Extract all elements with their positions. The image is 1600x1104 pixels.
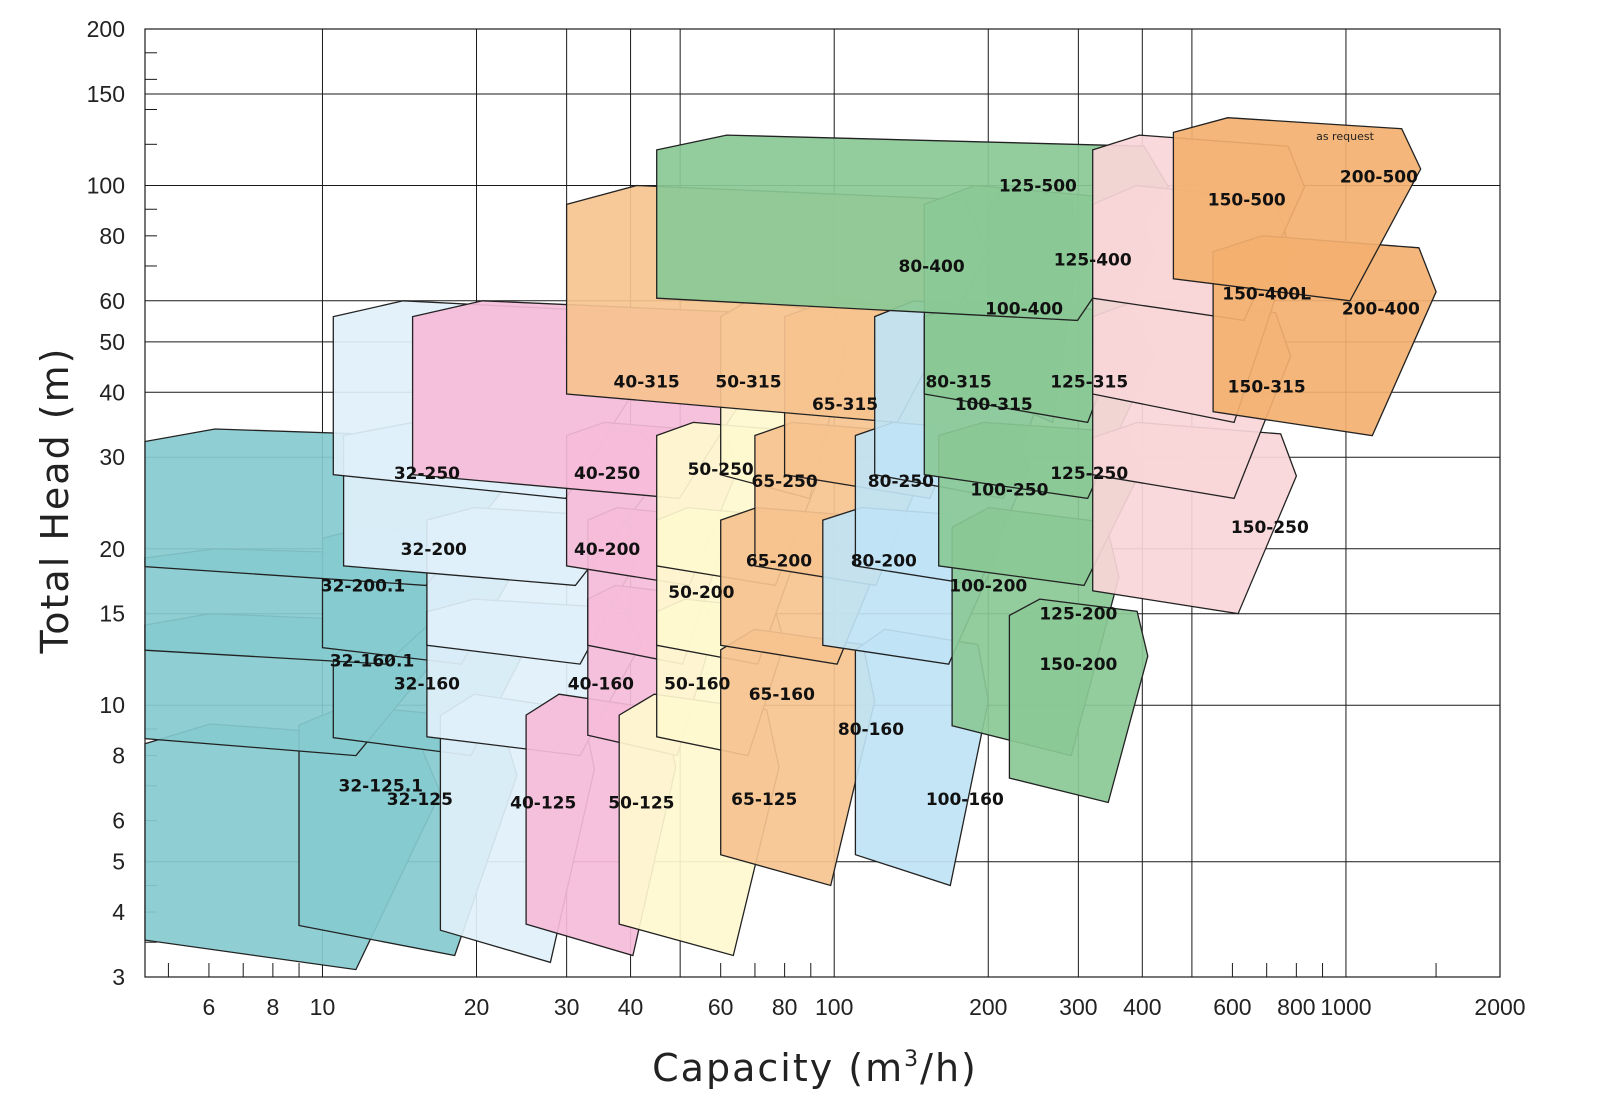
y-tick-label: 40 (99, 379, 125, 405)
y-tick-label: 20 (99, 536, 125, 562)
y-tick-label: 5 (112, 849, 125, 875)
y-tick-label: 15 (99, 601, 125, 627)
x-tick-label: 300 (1059, 994, 1097, 1020)
region-label: 125-250 (1050, 464, 1128, 484)
y-tick-label: 150 (87, 81, 125, 107)
x-axis-title: Capacity (m3/h) (652, 1046, 978, 1090)
region-label: 32-160.1 (330, 651, 415, 671)
region-label: 80-160 (838, 720, 904, 740)
region-label: 125-500 (999, 176, 1077, 196)
region-label: 80-250 (868, 472, 934, 492)
region-label: 65-250 (752, 472, 818, 492)
region-label: 150-250 (1231, 518, 1309, 538)
x-tick-label: 30 (554, 994, 580, 1020)
region-label: 50-315 (715, 372, 781, 392)
region-label: 32-125 (387, 790, 453, 810)
y-tick-label: 4 (112, 899, 125, 925)
x-tick-label: 100 (815, 994, 853, 1020)
region-label: 32-200.1 (321, 576, 406, 596)
x-tick-label: 2000 (1474, 994, 1525, 1020)
pump-regions (144, 117, 1437, 971)
region-label: 65-125 (731, 790, 797, 810)
region-label: 65-200 (746, 551, 812, 571)
region-200-500 (1172, 117, 1422, 302)
region-label: 125-315 (1050, 372, 1128, 392)
region-label: 40-250 (574, 464, 640, 484)
x-tick-label: 400 (1123, 994, 1161, 1020)
region-label: 50-200 (668, 583, 734, 603)
region-label: 125-200 (1039, 605, 1117, 625)
x-tick-label: 10 (310, 994, 336, 1020)
y-tick-label: 6 (112, 808, 125, 834)
y-tick-label: 8 (112, 743, 125, 769)
region-label: 65-160 (749, 685, 815, 705)
region-150-200 (1008, 598, 1149, 804)
region-label: 150-315 (1228, 378, 1306, 398)
region-label: 40-125 (510, 793, 576, 813)
y-tick-label: 10 (99, 692, 125, 718)
region-label: 40-200 (574, 540, 640, 560)
y-tick-label: 80 (99, 223, 125, 249)
region-label: 200-400 (1342, 299, 1420, 319)
x-tick-label: 20 (464, 994, 490, 1020)
region-label: 32-160 (394, 675, 460, 695)
x-tick-label: 800 (1277, 994, 1315, 1020)
y-axis-ticks: 3 4 5 6 8 10 15 20 30 40 50 60 80 100 150 200 (87, 16, 126, 990)
y-tick-label: 200 (87, 16, 125, 42)
region-label: 32-200 (401, 540, 467, 560)
y-tick-label: 30 (99, 444, 125, 470)
y-tick-label: 50 (99, 329, 125, 355)
x-tick-label: 8 (266, 994, 279, 1020)
region-label: 200-500 (1340, 168, 1418, 188)
region-label: 80-315 (925, 372, 991, 392)
y-tick-label: 60 (99, 288, 125, 314)
region-125-500 (656, 134, 1170, 322)
region-labels: 32-125.132-125 32-160.1 32-160 32-200.1 32-2… (321, 168, 1420, 814)
region-label: 100-160 (926, 790, 1004, 810)
region-label: 150-400L (1222, 284, 1311, 304)
region-label: 100-250 (970, 481, 1048, 501)
x-tick-label: 60 (708, 994, 734, 1020)
region-label: 32-250 (394, 464, 460, 484)
x-tick-label: 80 (772, 994, 798, 1020)
region-80-160 (720, 628, 876, 887)
region-label: 50-160 (664, 675, 730, 695)
region-label: 150-200 (1039, 655, 1117, 675)
y-tick-label: 3 (112, 964, 125, 990)
region-label: 50-125 (608, 793, 674, 813)
x-tick-label: 1000 (1320, 994, 1371, 1020)
x-tick-label: 600 (1213, 994, 1251, 1020)
region-label: 125-400 (1054, 251, 1132, 271)
region-label: 32-125.1 (339, 777, 424, 797)
region-label: 65-315 (812, 395, 878, 415)
region-label: 50-250 (688, 460, 754, 480)
region-label: 40-315 (614, 372, 680, 392)
y-tick-label: 100 (87, 172, 125, 198)
x-tick-label: 6 (203, 994, 216, 1020)
x-tick-label: 200 (969, 994, 1007, 1020)
region-label: 40-160 (568, 675, 634, 695)
x-tick-label: 40 (618, 994, 644, 1020)
region-label: 80-400 (899, 257, 965, 277)
region-label: 150-500 (1208, 190, 1286, 210)
annotation-as-request: as request (1316, 130, 1374, 143)
region-label: 100-315 (955, 395, 1033, 415)
region-label: 100-200 (949, 576, 1027, 596)
y-axis-title: Total Head (m) (33, 347, 77, 655)
region-label: 100-400 (985, 299, 1063, 319)
x-axis-ticks: 6 8 10 20 30 40 60 80 100 200 300 400 600 800 1000 2000 (203, 994, 1526, 1020)
region-label: 80-200 (851, 551, 917, 571)
